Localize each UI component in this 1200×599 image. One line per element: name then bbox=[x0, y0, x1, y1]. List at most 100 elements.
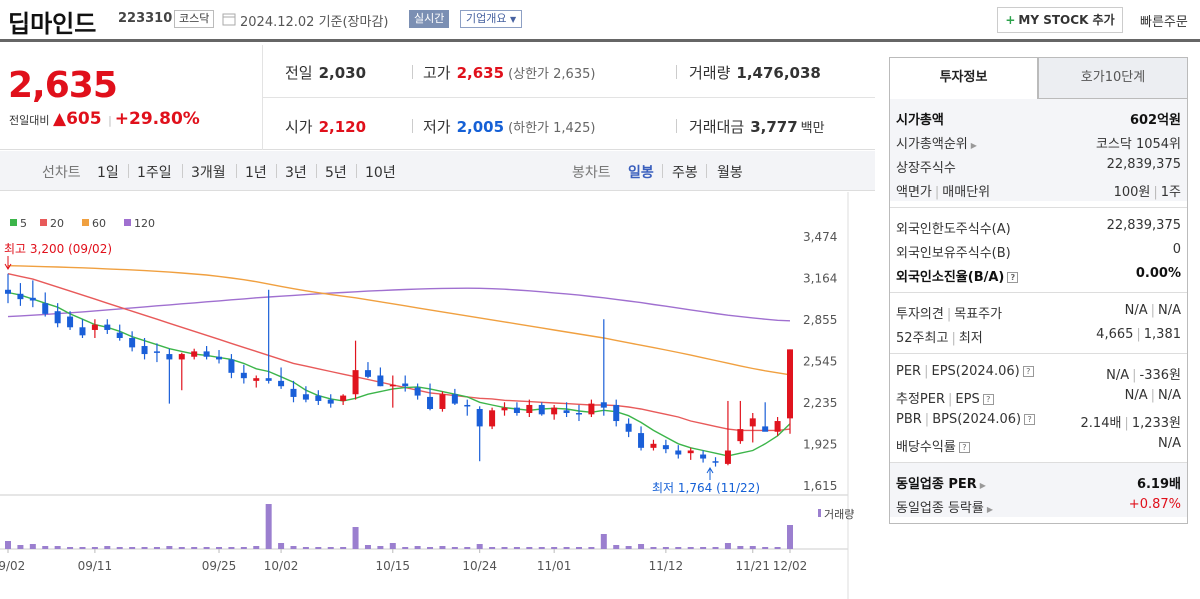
tab-investment-info[interactable]: 투자정보 bbox=[889, 57, 1038, 99]
high-price: 고가 2,635 (상한가 2,635) bbox=[423, 62, 595, 83]
tab-daily[interactable]: 일봉 bbox=[628, 165, 654, 181]
volume-bar bbox=[79, 547, 86, 549]
tab-1day[interactable]: 1일 bbox=[97, 165, 119, 181]
w52-high-value: 4,665 bbox=[1096, 327, 1134, 342]
candle-body bbox=[625, 423, 632, 432]
market-cap-value: 602억원 bbox=[1129, 113, 1181, 128]
tab-1year[interactable]: 1년 bbox=[245, 165, 267, 181]
candle-body bbox=[700, 454, 707, 459]
help-icon[interactable]: ? bbox=[982, 394, 994, 405]
market-cap-rank-value: 코스닥 1054위 bbox=[1095, 137, 1181, 152]
industry-change-row[interactable]: 동일업종 등락률 ▶ +0.87% bbox=[890, 493, 1187, 517]
shares-row: 상장주식수 22,839,375 bbox=[890, 153, 1187, 177]
amount-unit: 백만 bbox=[800, 121, 825, 136]
help-icon[interactable]: ? bbox=[1024, 414, 1036, 425]
help-icon[interactable]: ? bbox=[1022, 366, 1034, 377]
change-percent: +29.80% bbox=[114, 109, 200, 129]
candle-body bbox=[551, 407, 558, 415]
industry-change-label: 동일업종 등락률 bbox=[896, 501, 984, 516]
market-cap-label: 시가총액 bbox=[896, 113, 944, 128]
volume-bar bbox=[67, 547, 74, 549]
pbr-bps-row: PBR | BPS(2024.06)? 2.14배 | 1,233원 bbox=[896, 412, 1181, 431]
candle-body bbox=[439, 394, 446, 409]
legend-swatch-120 bbox=[124, 219, 131, 226]
candle-body bbox=[377, 375, 384, 387]
x-tick-label: 09/11 bbox=[78, 559, 113, 573]
price-chart[interactable]: 5 20 60 120 3,474 3,164 2,855 2,545 2,235 1,925 1,… bbox=[0, 192, 875, 599]
candle-body bbox=[216, 356, 223, 360]
tab-monthly[interactable]: 월봉 bbox=[717, 165, 743, 181]
tab-3month[interactable]: 3개월 bbox=[191, 165, 226, 181]
mystock-add-button[interactable]: + MY STOCK 추가 bbox=[997, 7, 1123, 33]
tab-weekly[interactable]: 주봉 bbox=[672, 165, 698, 181]
w52-row: 52주최고 | 최저 4,665 | 1,381 bbox=[896, 327, 1181, 346]
volume-bar bbox=[687, 547, 694, 549]
quick-order-link[interactable]: 빠른주문 bbox=[1140, 15, 1188, 30]
candle-body bbox=[352, 370, 359, 395]
chart-canvas[interactable]: 5 20 60 120 3,474 3,164 2,855 2,545 2,235 1,925 1,… bbox=[0, 192, 875, 599]
chevron-right-icon: ▶ bbox=[979, 481, 986, 490]
volume-bar bbox=[54, 546, 61, 549]
tab-1week[interactable]: 1주일 bbox=[137, 165, 172, 181]
foreign-limit-value: 22,839,375 bbox=[1106, 218, 1181, 233]
volume: 거래량 1,476,038 bbox=[689, 62, 821, 83]
foreign-rate-row: 외국인소진율(B/A)? 0.00% bbox=[890, 262, 1187, 286]
candle-body bbox=[203, 351, 210, 357]
volume-bar bbox=[551, 547, 558, 549]
volume-bar bbox=[427, 547, 434, 549]
candle-body bbox=[278, 380, 285, 387]
volume-bar bbox=[451, 547, 458, 549]
volume-bar bbox=[178, 547, 185, 549]
y-tick-label: 3,164 bbox=[803, 272, 837, 286]
candle-body bbox=[228, 359, 235, 373]
tab-order-book[interactable]: 호가10단계 bbox=[1038, 57, 1188, 99]
x-tick-label: 10/24 bbox=[462, 559, 497, 573]
y-tick-label: 2,235 bbox=[803, 396, 837, 410]
tab-10year[interactable]: 10년 bbox=[365, 165, 396, 181]
candle-body bbox=[389, 384, 396, 387]
tab-5year[interactable]: 5년 bbox=[325, 165, 347, 181]
chart-period-tabs: 선차트 1일 1주일 3개월 1년 3년 5년 10년 봉차트 일봉 주봉 월봉 bbox=[0, 151, 875, 191]
candle-body bbox=[340, 395, 347, 401]
volume-bar bbox=[762, 547, 769, 549]
candle-body bbox=[178, 354, 185, 360]
candle-body bbox=[476, 408, 483, 427]
line-chart-label: 선차트 bbox=[42, 165, 81, 181]
industry-per-row[interactable]: 동일업종 PER ▶ 6.19배 bbox=[890, 469, 1187, 493]
candle-body bbox=[54, 311, 61, 324]
candle-body bbox=[5, 289, 11, 294]
help-icon[interactable]: ? bbox=[1007, 272, 1019, 283]
candle-body bbox=[91, 324, 98, 330]
eps-value: -336원 bbox=[1139, 368, 1181, 383]
est-eps-value: N/A bbox=[1158, 388, 1181, 403]
market-cap-rank-row[interactable]: 시가총액순위 ▶ 코스닥 1054위 bbox=[890, 129, 1187, 153]
candle-body bbox=[501, 407, 508, 411]
dividend-label: 배당수익률 bbox=[896, 440, 956, 455]
candle-body bbox=[687, 450, 694, 454]
lower-limit: (하한가 1,425) bbox=[508, 121, 596, 136]
volume-bar bbox=[774, 547, 781, 549]
company-info-dropdown[interactable]: 기업개요 ▼ bbox=[460, 10, 523, 28]
realtime-button[interactable]: 실시간 bbox=[409, 10, 450, 28]
candle-body bbox=[79, 327, 86, 336]
candle-body bbox=[166, 354, 173, 360]
help-icon[interactable]: ? bbox=[958, 442, 970, 453]
volume-bar bbox=[315, 547, 322, 549]
volume-bar bbox=[141, 547, 148, 549]
tab-3year[interactable]: 3년 bbox=[285, 165, 307, 181]
candle-body bbox=[451, 394, 458, 404]
candle-body bbox=[141, 346, 148, 355]
candle-body bbox=[762, 426, 769, 432]
candle-body bbox=[253, 378, 260, 381]
volume-bar bbox=[439, 546, 446, 549]
y-tick-label: 2,545 bbox=[803, 354, 837, 368]
volume-bar bbox=[290, 546, 297, 549]
candle-body bbox=[489, 410, 496, 427]
candle-body bbox=[464, 404, 471, 407]
mystock-label: MY STOCK 추가 bbox=[1018, 13, 1115, 27]
low-value: 2,005 bbox=[456, 118, 505, 136]
pbr-label: PBR bbox=[896, 412, 922, 427]
volume-bar bbox=[613, 545, 620, 549]
plus-icon: + bbox=[1005, 13, 1016, 27]
est-per-value: N/A bbox=[1124, 388, 1148, 403]
